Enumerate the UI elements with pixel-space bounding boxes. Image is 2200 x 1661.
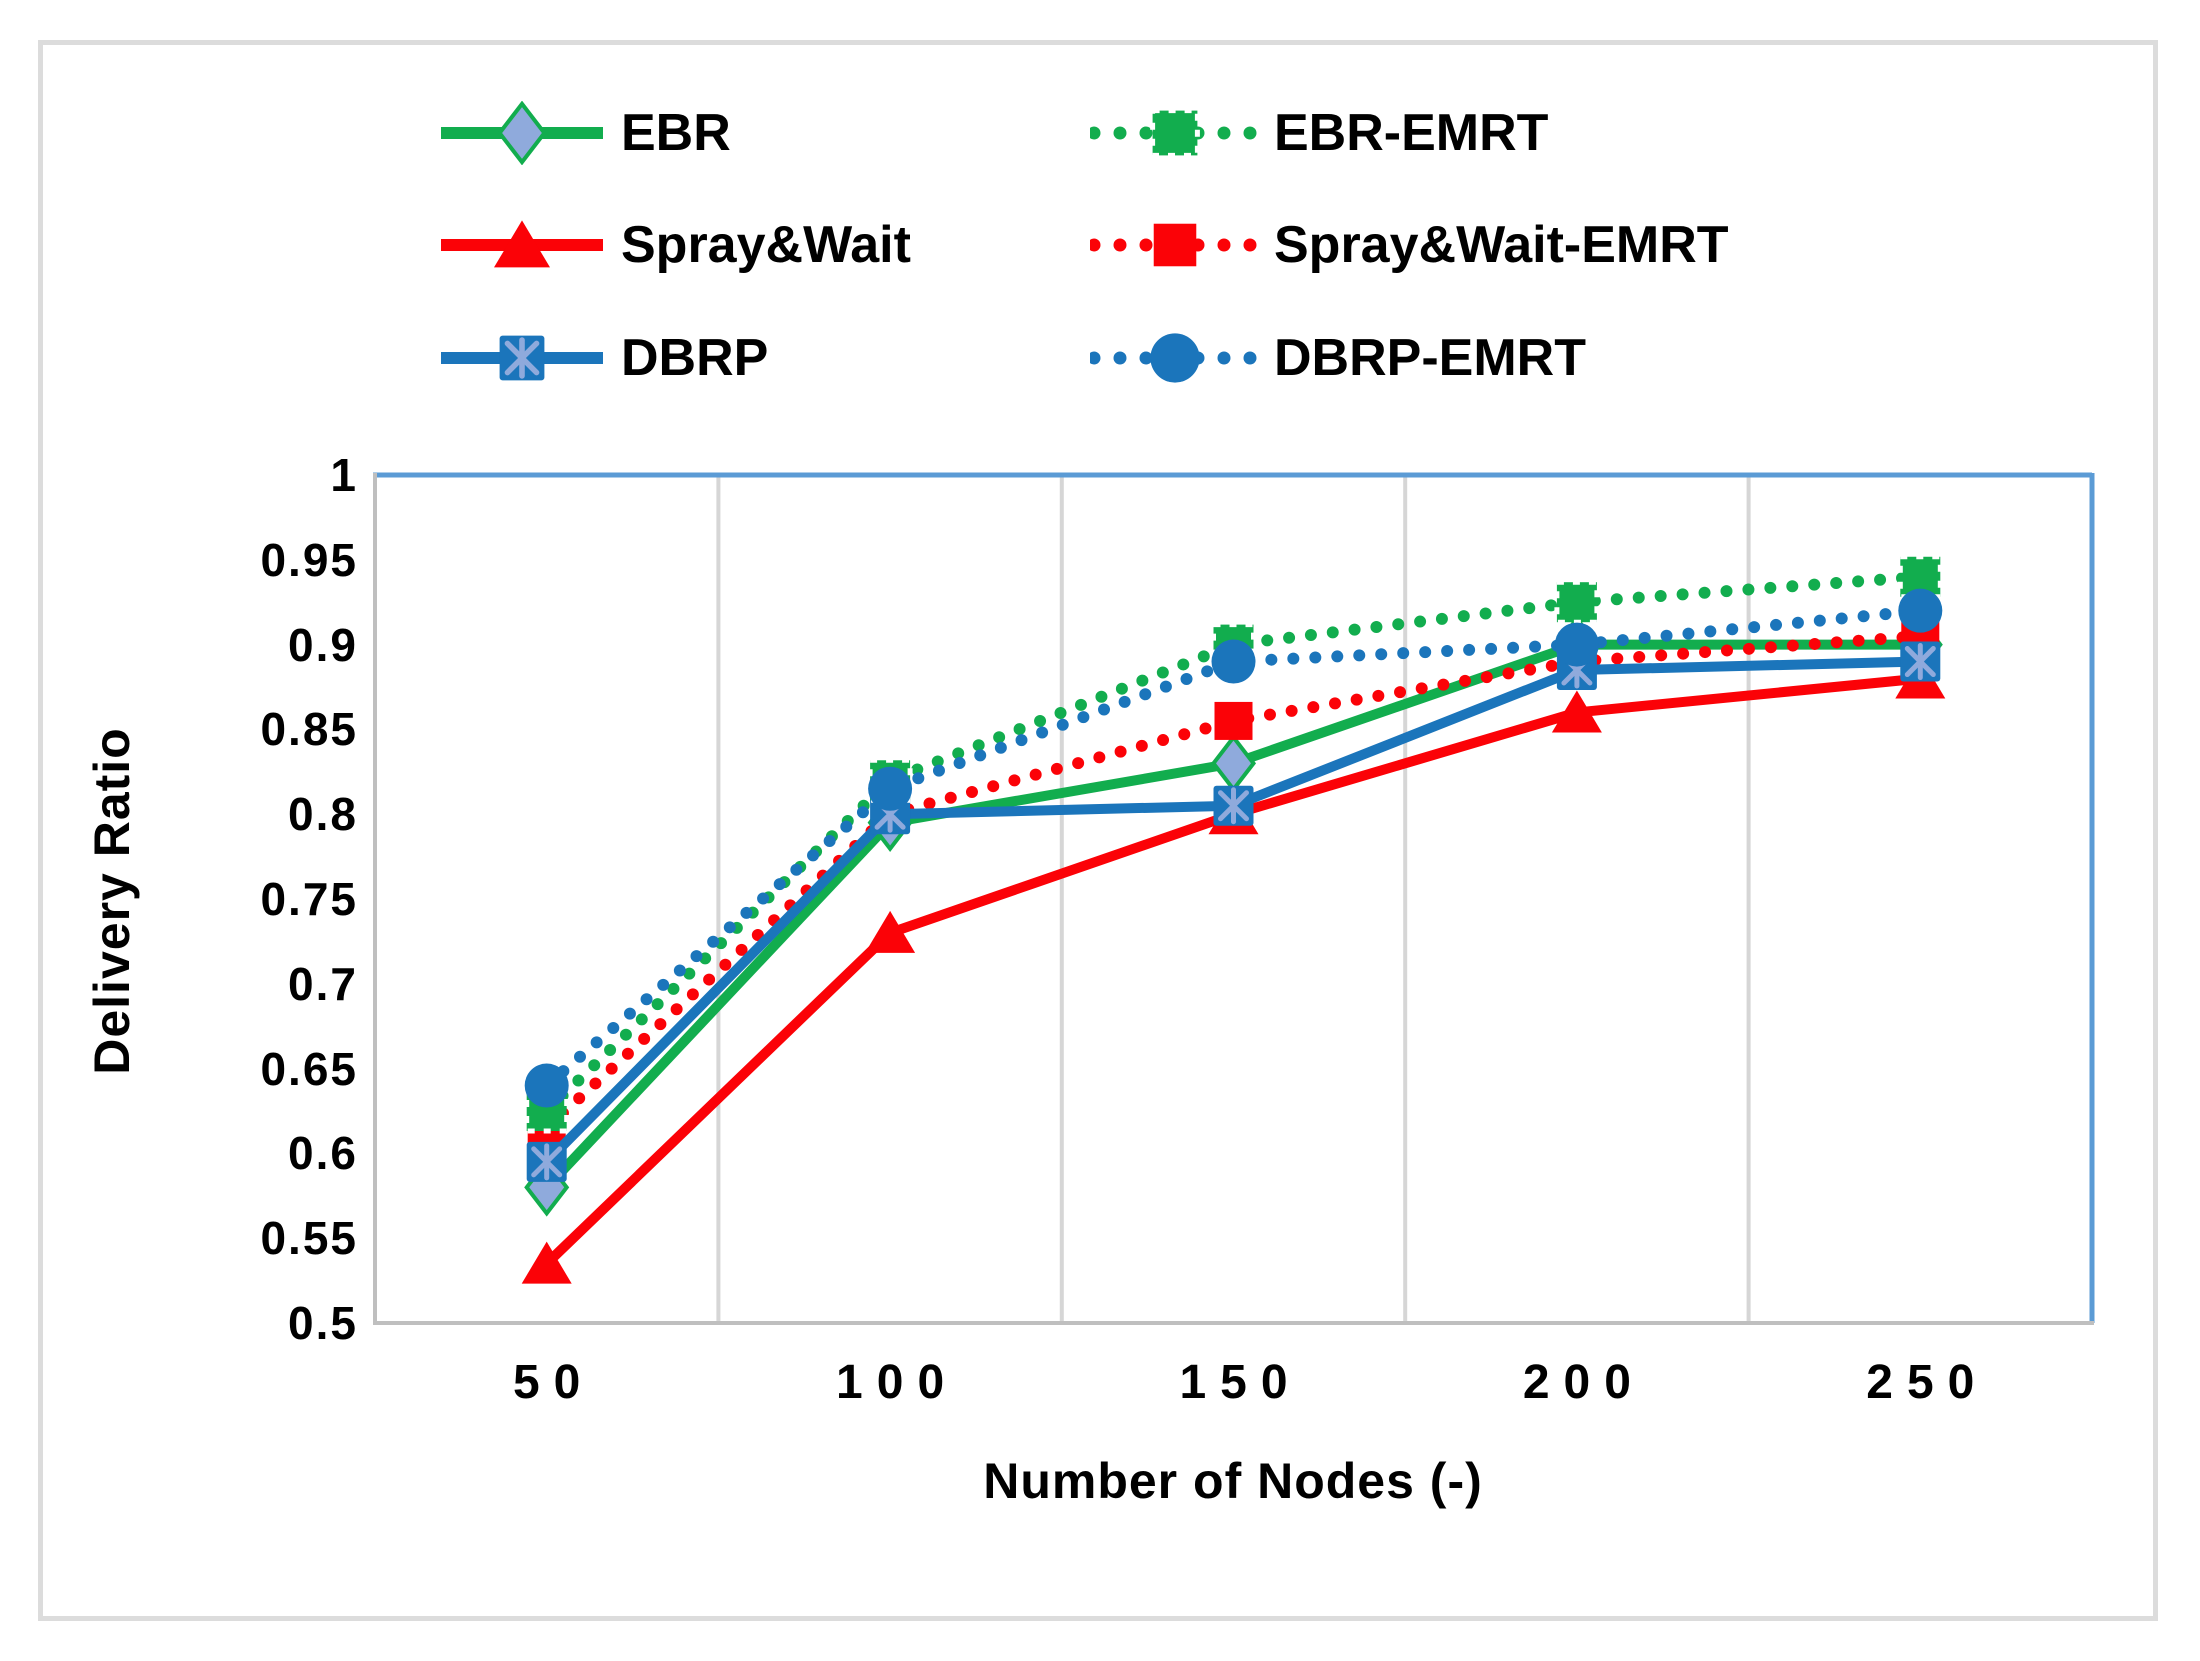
marker-circle: [1554, 622, 1599, 667]
legend-marker: [441, 220, 603, 268]
y-tick-label: 1: [330, 449, 358, 501]
legend-marker: [441, 101, 603, 165]
series-line: [540, 630, 1927, 1134]
legend-marker: [1090, 108, 1260, 158]
marker-circle: [1898, 588, 1943, 633]
y-tick-label: 0.8: [288, 788, 358, 841]
y-tick-label: 0.9: [288, 618, 358, 671]
marker-triangle: [521, 1241, 572, 1284]
marker-circle: [1150, 333, 1200, 383]
legend-label: EBR-EMRT: [1274, 104, 1549, 162]
x-tick-label: 150: [1179, 1356, 1302, 1409]
legend-entry-spray-wait-emrt: Spray&Wait-EMRT: [1090, 213, 1729, 277]
y-tick-label: 0.55: [260, 1212, 358, 1265]
marker-circle: [1211, 639, 1256, 684]
legend-marker: [1090, 223, 1260, 267]
marker-asterisk-glyph: [1218, 790, 1249, 822]
legend-label: DBRP-EMRT: [1274, 329, 1586, 387]
marker-square: [1153, 223, 1197, 267]
legend-entry-dbrp: DBRP: [437, 326, 768, 390]
x-tick-label: 200: [1522, 1356, 1645, 1409]
marker-triangle: [494, 220, 550, 268]
marker-diamond: [497, 101, 547, 165]
legend-entry-spray-wait: Spray&Wait: [437, 213, 911, 277]
y-tick-label: 0.6: [288, 1127, 358, 1180]
series-dbrp: [526, 641, 1941, 1182]
y-tick-label: 0.85: [260, 703, 358, 756]
marker-square: [1214, 701, 1253, 740]
marker-triangle: [865, 910, 916, 953]
x-tick-label: 250: [1866, 1356, 1989, 1409]
marker-triangle: [1551, 690, 1602, 733]
legend-label: Spray&Wait-EMRT: [1274, 216, 1729, 274]
series-line: [540, 604, 1927, 1092]
marker-asterisk-glyph: [1904, 646, 1936, 678]
marker-circle: [524, 1063, 569, 1108]
x-axis-title: Number of Nodes (-): [983, 1453, 1483, 1509]
y-tick-label: 0.95: [260, 533, 358, 586]
legend-entry-ebr: EBR: [437, 101, 731, 165]
marker-square-dashed: [1554, 579, 1600, 625]
legend-entry-ebr-emrt: EBR-EMRT: [1090, 101, 1548, 165]
legend-label: DBRP: [621, 329, 769, 387]
legend-marker: [1090, 333, 1260, 383]
y-tick-label: 0.7: [288, 957, 358, 1010]
y-tick-label: 0.65: [260, 1042, 358, 1095]
y-tick-label: 0.75: [260, 873, 358, 925]
y-tick-label: 0.5: [288, 1297, 358, 1349]
legend-label: Spray&Wait: [621, 216, 911, 274]
x-tick-label: 50: [512, 1356, 595, 1409]
figure-border: [38, 40, 2158, 1621]
marker-asterisk-glyph: [504, 340, 540, 376]
marker-circle: [868, 766, 913, 811]
marker-square-dashed: [1150, 108, 1200, 158]
x-tick-label: 100: [836, 1356, 959, 1409]
legend-label: EBR: [621, 104, 731, 162]
series-dbrp-emrt: [524, 588, 1943, 1108]
legend-marker: [441, 335, 603, 381]
marker-diamond: [1210, 734, 1257, 793]
marker-asterisk-glyph: [531, 1146, 563, 1178]
legend-entry-dbrp-emrt: DBRP-EMRT: [1090, 326, 1586, 390]
y-axis-title: Delivery Ratio: [84, 727, 140, 1075]
